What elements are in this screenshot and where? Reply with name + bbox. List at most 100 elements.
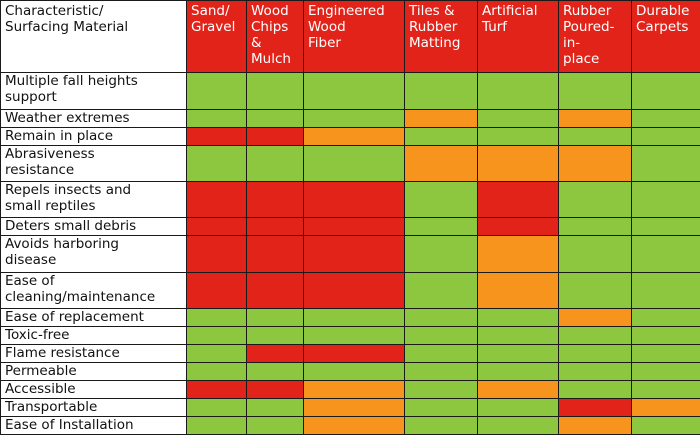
rating-cell-sand-gravel [186, 217, 247, 237]
rating-cell-rubber-poured-in-place [558, 181, 632, 219]
row-label: Ease of cleaning/maintenance [0, 271, 187, 309]
rating-cell-engineered-wood-fiber [303, 181, 405, 219]
column-header-wood-chips-mulch: Wood Chips & Mulch [246, 0, 304, 73]
rating-cell-sand-gravel [186, 235, 247, 273]
rating-cell-wood-chips-mulch [246, 379, 304, 399]
rating-cell-engineered-wood-fiber [303, 127, 405, 147]
rating-cell-wood-chips-mulch [246, 235, 304, 273]
rating-cell-durable-carpets [631, 325, 700, 345]
rating-cell-durable-carpets [631, 361, 700, 381]
rating-cell-rubber-poured-in-place [558, 361, 632, 381]
column-header-durable-carpets: Durable Carpets [631, 0, 700, 73]
rating-cell-durable-carpets [631, 181, 700, 219]
rating-cell-sand-gravel [186, 307, 247, 327]
rating-cell-engineered-wood-fiber [303, 415, 405, 435]
rating-cell-rubber-poured-in-place [558, 343, 632, 363]
rating-cell-durable-carpets [631, 71, 700, 111]
rating-cell-durable-carpets [631, 109, 700, 129]
table-row: Remain in place [0, 127, 700, 147]
rating-cell-tiles-rubber-matting [404, 343, 478, 363]
table-row: Accessible [0, 379, 700, 399]
row-label: Toxic-free [0, 325, 187, 345]
row-label: Deters small debris [0, 217, 187, 237]
rating-cell-wood-chips-mulch [246, 71, 304, 111]
rating-cell-rubber-poured-in-place [558, 145, 632, 183]
rating-cell-wood-chips-mulch [246, 109, 304, 129]
rating-cell-tiles-rubber-matting [404, 127, 478, 147]
rating-cell-rubber-poured-in-place [558, 71, 632, 111]
rating-cell-tiles-rubber-matting [404, 307, 478, 327]
table-row: Ease of Installation [0, 415, 700, 435]
rating-cell-rubber-poured-in-place [558, 109, 632, 129]
table-row: Repels insects and small reptiles [0, 181, 700, 219]
rating-cell-sand-gravel [186, 379, 247, 399]
rating-cell-artificial-turf [477, 379, 559, 399]
rating-cell-artificial-turf [477, 235, 559, 273]
rating-cell-durable-carpets [631, 415, 700, 435]
rating-cell-engineered-wood-fiber [303, 325, 405, 345]
corner-header-line-1: Characteristic/ [5, 3, 104, 19]
rating-cell-sand-gravel [186, 271, 247, 309]
rating-cell-rubber-poured-in-place [558, 235, 632, 273]
rating-cell-tiles-rubber-matting [404, 379, 478, 399]
table-row: Ease of replacement [0, 307, 700, 327]
rating-cell-tiles-rubber-matting [404, 109, 478, 129]
rating-cell-wood-chips-mulch [246, 343, 304, 363]
corner-header: Characteristic/ Surfacing Material [0, 0, 187, 73]
row-label: Abrasiveness resistance [0, 145, 187, 183]
rating-cell-engineered-wood-fiber [303, 235, 405, 273]
rating-cell-tiles-rubber-matting [404, 271, 478, 309]
rating-cell-tiles-rubber-matting [404, 145, 478, 183]
row-label: Weather extremes [0, 109, 187, 129]
rating-cell-engineered-wood-fiber [303, 109, 405, 129]
rating-cell-rubber-poured-in-place [558, 271, 632, 309]
rating-cell-engineered-wood-fiber [303, 271, 405, 309]
rating-cell-sand-gravel [186, 145, 247, 183]
rating-cell-durable-carpets [631, 397, 700, 417]
table-row: Weather extremes [0, 109, 700, 129]
rating-cell-durable-carpets [631, 127, 700, 147]
rating-cell-artificial-turf [477, 397, 559, 417]
row-label: Transportable [0, 397, 187, 417]
rating-cell-sand-gravel [186, 181, 247, 219]
rating-cell-wood-chips-mulch [246, 127, 304, 147]
rating-cell-artificial-turf [477, 71, 559, 111]
rating-cell-artificial-turf [477, 343, 559, 363]
rating-cell-sand-gravel [186, 415, 247, 435]
header-row: Characteristic/ Surfacing Material Sand/… [0, 0, 700, 73]
rating-cell-engineered-wood-fiber [303, 217, 405, 237]
rating-cell-sand-gravel [186, 397, 247, 417]
rating-cell-tiles-rubber-matting [404, 71, 478, 111]
rating-cell-rubber-poured-in-place [558, 415, 632, 435]
column-header-sand-gravel: Sand/Gravel [186, 0, 247, 73]
rating-cell-artificial-turf [477, 127, 559, 147]
rating-cell-wood-chips-mulch [246, 325, 304, 345]
table-row: Flame resistance [0, 343, 700, 363]
row-label: Flame resistance [0, 343, 187, 363]
rating-cell-engineered-wood-fiber [303, 379, 405, 399]
row-label: Permeable [0, 361, 187, 381]
rating-cell-rubber-poured-in-place [558, 307, 632, 327]
rating-cell-engineered-wood-fiber [303, 361, 405, 381]
row-label: Ease of Installation [0, 415, 187, 435]
rating-cell-rubber-poured-in-place [558, 217, 632, 237]
rating-cell-wood-chips-mulch [246, 361, 304, 381]
rating-cell-durable-carpets [631, 271, 700, 309]
rating-cell-tiles-rubber-matting [404, 415, 478, 435]
column-header-artificial-turf: Artificial Turf [477, 0, 559, 73]
table-row: Ease of cleaning/maintenance [0, 271, 700, 309]
column-header-engineered-wood-fiber: Engineered Wood Fiber [303, 0, 405, 73]
rating-cell-artificial-turf [477, 271, 559, 309]
rating-cell-engineered-wood-fiber [303, 397, 405, 417]
table-row: Abrasiveness resistance [0, 145, 700, 183]
row-label: Ease of replacement [0, 307, 187, 327]
rating-cell-wood-chips-mulch [246, 397, 304, 417]
rating-cell-sand-gravel [186, 325, 247, 345]
rating-cell-wood-chips-mulch [246, 217, 304, 237]
rating-cell-sand-gravel [186, 361, 247, 381]
table-row: Multiple fall heights support [0, 71, 700, 111]
rating-cell-artificial-turf [477, 325, 559, 345]
rating-cell-artificial-turf [477, 415, 559, 435]
rating-cell-wood-chips-mulch [246, 415, 304, 435]
